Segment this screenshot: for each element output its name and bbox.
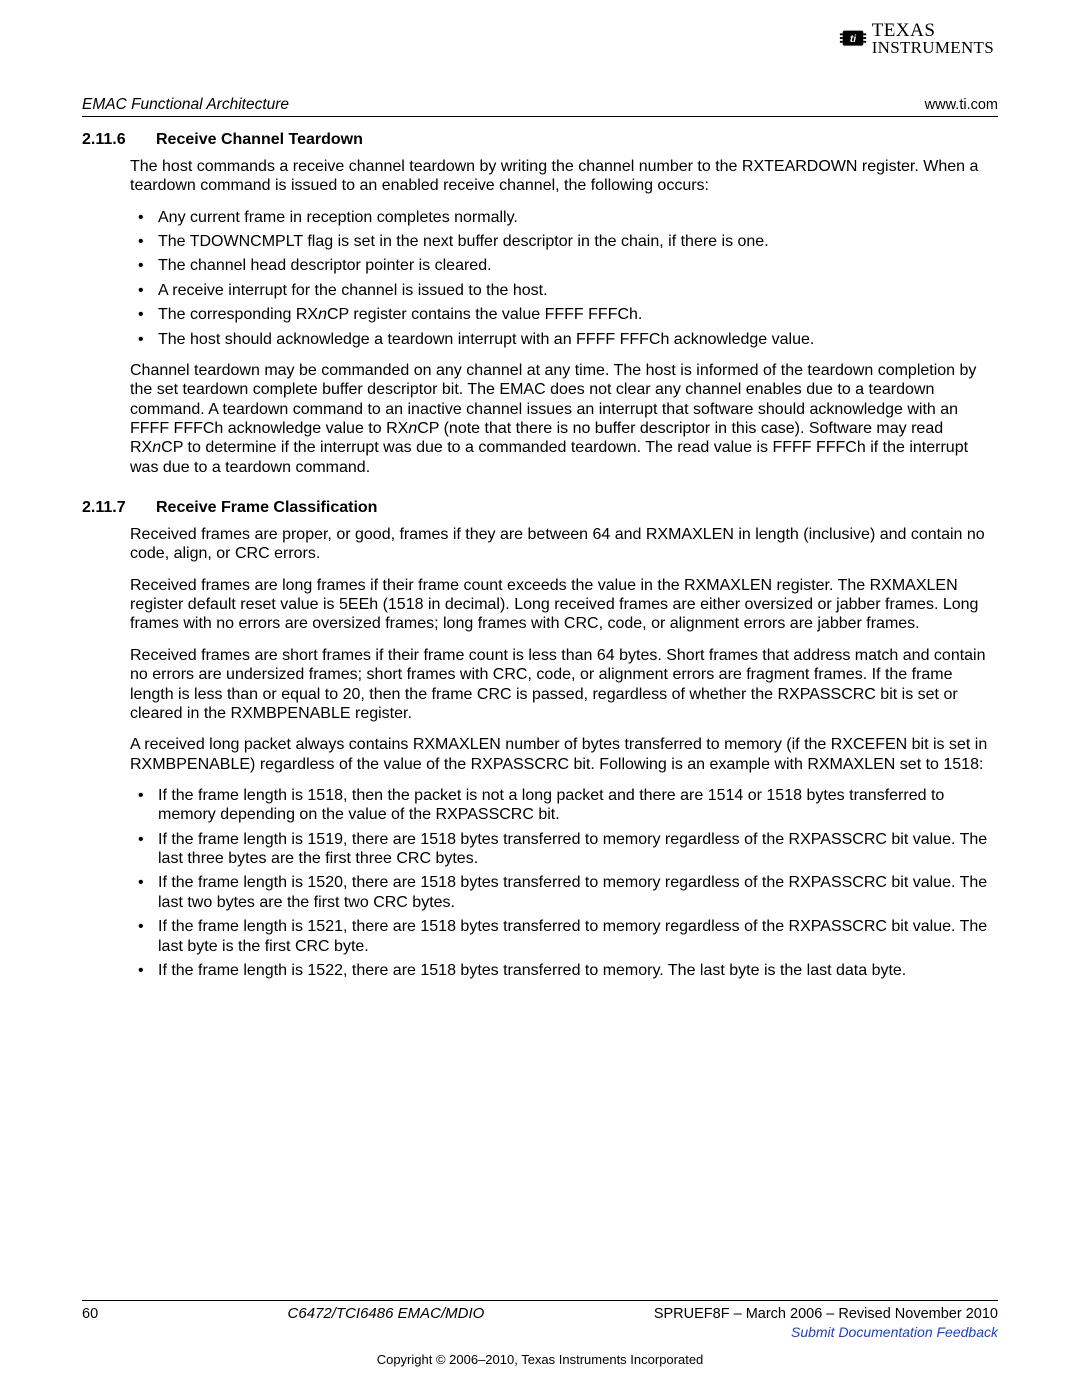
section-heading: 2.11.6Receive Channel Teardown [82,131,998,149]
header-section-title: EMAC Functional Architecture [82,96,289,114]
bullet-item: If the frame length is 1521, there are 1… [130,917,998,956]
ti-logo-text: TEXAS INSTRUMENTS [872,22,994,56]
footer-lit-date: SPRUEF8F – March 2006 – Revised November… [654,1306,998,1322]
bullet-list: Any current frame in reception completes… [130,208,998,349]
bullet-item: If the frame length is 1518, then the pa… [130,786,998,825]
body-paragraph: The host commands a receive channel tear… [130,157,998,196]
bullet-item: Any current frame in reception completes… [130,208,998,227]
page-footer: 60 C6472/TCI6486 EMAC/MDIO SPRUEF8F – Ma… [82,1300,998,1367]
italic-text: n [152,439,161,456]
body-paragraph: Channel teardown may be commanded on any… [130,361,998,477]
section-number: 2.11.6 [82,131,156,149]
page: ti TEXAS INSTRUMENTS EMAC Functional Arc… [0,0,1080,1397]
body-paragraph: A received long packet always contains R… [130,735,998,774]
bullet-item: If the frame length is 1522, there are 1… [130,961,998,980]
content-area: 2.11.6Receive Channel Teardown The host c… [82,131,998,980]
section-title: Receive Channel Teardown [156,131,363,149]
bullet-item: A receive interrupt for the channel is i… [130,281,998,300]
header-site: www.ti.com [925,97,998,113]
running-header: EMAC Functional Architecture www.ti.com [82,96,998,117]
bullet-item: The host should acknowledge a teardown i… [130,330,998,349]
bullet-item: The TDOWNCMPLT flag is set in the next b… [130,232,998,251]
footer-right: SPRUEF8F – March 2006 – Revised November… [654,1306,998,1342]
section-heading: 2.11.7Receive Frame Classification [82,499,998,517]
bullet-list: If the frame length is 1518, then the pa… [130,786,998,980]
section-body: Received frames are proper, or good, fra… [130,525,998,980]
bullet-item: The corresponding RXnCP register contain… [130,305,998,324]
section-number: 2.11.7 [82,499,156,517]
body-paragraph: Received frames are proper, or good, fra… [130,525,998,564]
body-paragraph: Received frames are long frames if their… [130,576,998,634]
logo-line2: INSTRUMENTS [872,38,994,57]
bullet-item: If the frame length is 1519, there are 1… [130,830,998,869]
bullet-item: The channel head descriptor pointer is c… [130,256,998,275]
section-title: Receive Frame Classification [156,499,377,517]
page-number: 60 [82,1306,118,1322]
italic-text: n [408,420,417,437]
body-paragraph: Received frames are short frames if thei… [130,646,998,723]
feedback-link[interactable]: Submit Documentation Feedback [791,1324,998,1340]
footer-doc-title: C6472/TCI6486 EMAC/MDIO [288,1305,485,1322]
section-body: The host commands a receive channel tear… [130,157,998,477]
copyright-line: Copyright © 2006–2010, Texas Instruments… [82,1352,998,1367]
ti-chip-icon: ti [838,24,868,54]
italic-text: n [318,306,327,323]
ti-logo: ti TEXAS INSTRUMENTS [838,22,994,56]
bullet-item: If the frame length is 1520, there are 1… [130,873,998,912]
